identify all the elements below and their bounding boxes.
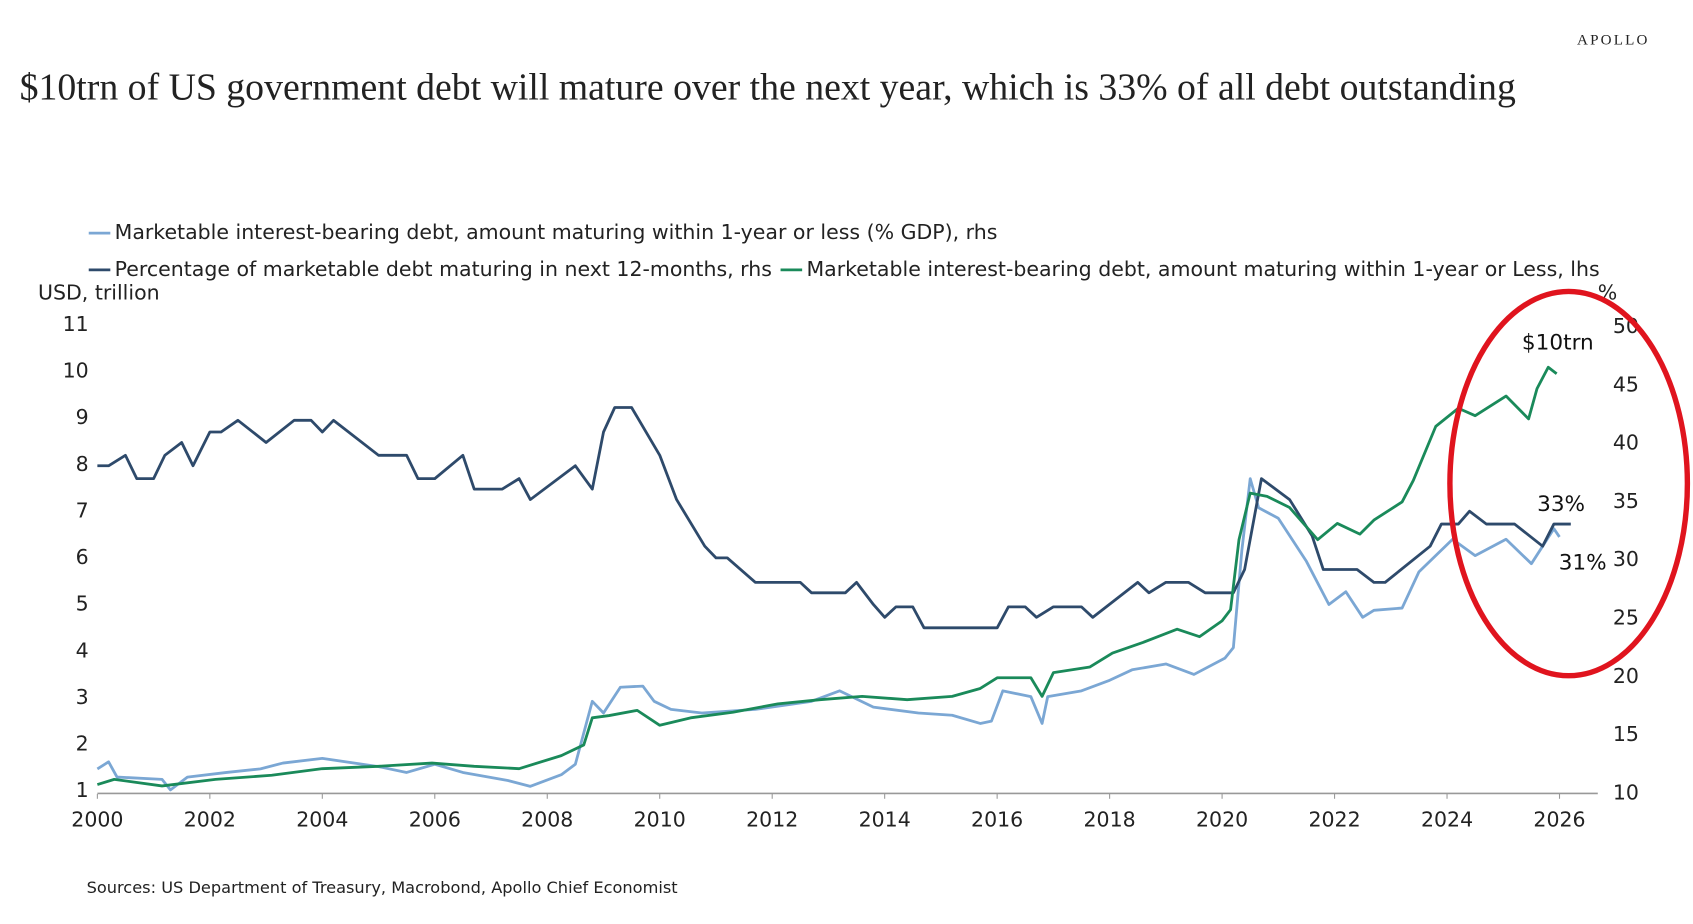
y-tick-label: 9 bbox=[76, 405, 89, 429]
source: Sources: US Department of Treasury, Macr… bbox=[87, 878, 678, 897]
legend-label: Marketable interest-bearing debt, amount… bbox=[115, 220, 998, 244]
legend-label: Percentage of marketable debt maturing i… bbox=[115, 257, 772, 281]
x-tick-label: 2012 bbox=[746, 807, 798, 831]
chart-title: $10trn of US government debt will mature… bbox=[20, 66, 1516, 108]
series-line bbox=[97, 406, 1571, 630]
x-tick-label: 2018 bbox=[1084, 807, 1136, 831]
y-tick-label: 11 bbox=[63, 312, 89, 336]
y-tick-label: 3 bbox=[76, 685, 89, 709]
y2-tick-label: 15 bbox=[1613, 722, 1639, 746]
y-tick-label: 2 bbox=[76, 732, 89, 756]
annotation: $10trn bbox=[1522, 330, 1594, 355]
x-tick-label: 2026 bbox=[1533, 807, 1585, 831]
y-tick-label: 1 bbox=[76, 778, 89, 802]
y2-tick-label: 20 bbox=[1613, 664, 1639, 688]
y-tick-label: 8 bbox=[76, 452, 89, 476]
y2-tick-label: 40 bbox=[1613, 431, 1639, 455]
x-tick-label: 2020 bbox=[1196, 807, 1248, 831]
x-tick-label: 2014 bbox=[859, 807, 911, 831]
y-tick-label: 10 bbox=[63, 359, 89, 383]
y-tick-label: 4 bbox=[76, 638, 89, 662]
y-tick-label: 6 bbox=[76, 545, 89, 569]
x-tick-label: 2024 bbox=[1421, 807, 1473, 831]
y2-tick-label: 10 bbox=[1613, 780, 1639, 804]
annotation: 33% bbox=[1537, 492, 1585, 517]
legend-label: Marketable interest-bearing debt, amount… bbox=[806, 257, 1599, 281]
y-tick-label: 5 bbox=[76, 592, 89, 616]
series-line bbox=[96, 365, 1558, 788]
y-axis-label: USD, trillion bbox=[38, 281, 160, 305]
y2-tick-label: 45 bbox=[1613, 372, 1639, 396]
highlight-ellipse bbox=[1447, 288, 1691, 679]
x-tick-label: 2002 bbox=[184, 807, 236, 831]
x-tick-label: 2010 bbox=[634, 807, 686, 831]
plot-area: 2000 2002 2004 2006 2008 2010 2012 2014 2016 2018… bbox=[63, 220, 1639, 831]
y-tick-label: 7 bbox=[76, 498, 89, 522]
y2-tick-label: 30 bbox=[1613, 547, 1639, 571]
x-tick-label: 2004 bbox=[296, 807, 348, 831]
x-tick-label: 2006 bbox=[409, 807, 461, 831]
brand: APOLLO bbox=[1577, 32, 1650, 48]
y2-tick-label: 35 bbox=[1613, 489, 1639, 513]
x-tick-label: 2008 bbox=[521, 807, 573, 831]
annotation: 31% bbox=[1559, 550, 1607, 575]
x-tick-label: 2022 bbox=[1308, 807, 1360, 831]
y2-tick-label: 25 bbox=[1613, 606, 1639, 630]
x-tick-label: 2016 bbox=[971, 807, 1023, 831]
x-tick-label: 2000 bbox=[71, 807, 123, 831]
